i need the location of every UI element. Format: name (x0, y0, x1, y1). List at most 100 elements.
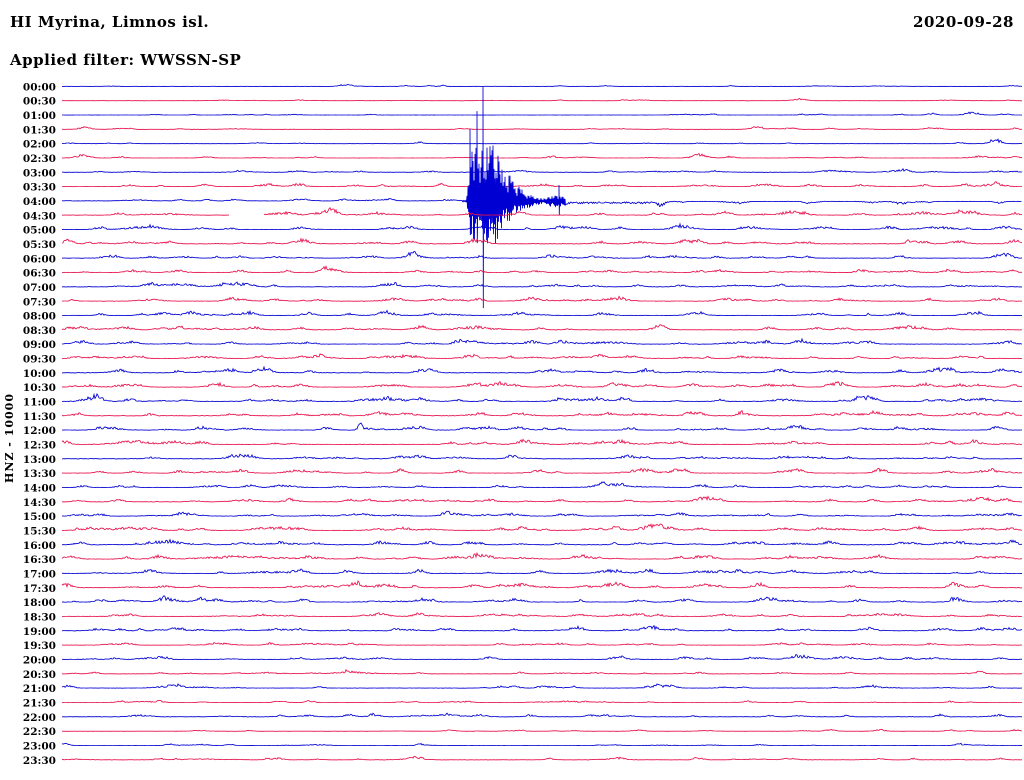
trace-row-11:00 (61, 392, 1022, 403)
trace-row-21:30 (61, 699, 1022, 704)
filter-label: Applied filter: WWSSN-SP (10, 51, 242, 69)
time-label-12:00: 12:00 (23, 425, 56, 437)
time-label-20:30: 20:30 (23, 669, 56, 681)
time-label-21:00: 21:00 (23, 683, 56, 695)
trace-row-04:30 (61, 206, 1023, 216)
trace-row-03:30 (62, 181, 1023, 188)
time-label-13:30: 13:30 (23, 468, 56, 480)
time-label-05:00: 05:00 (23, 225, 56, 237)
trace-row-07:00 (61, 281, 1022, 288)
trace-row-02:00 (62, 138, 1023, 145)
trace-row-18:00 (61, 595, 1023, 603)
time-label-06:00: 06:00 (23, 253, 56, 265)
time-label-16:00: 16:00 (23, 540, 56, 552)
trace-row-14:30 (61, 495, 1023, 503)
trace-row-04:00 (61, 87, 1022, 309)
time-label-20:00: 20:00 (23, 655, 56, 667)
time-label-08:30: 08:30 (23, 325, 56, 337)
trace-row-09:00 (61, 337, 1023, 345)
trace-row-22:30 (62, 728, 1023, 732)
trace-row-20:30 (61, 668, 1022, 675)
time-label-13:00: 13:00 (23, 454, 56, 466)
date-label: 2020-09-28 (913, 13, 1014, 31)
seismogram-traces (61, 83, 1023, 761)
time-label-10:00: 10:00 (23, 368, 56, 380)
time-label-00:00: 00:00 (23, 81, 56, 93)
trace-row-11:30 (61, 409, 1023, 417)
trace-row-12:00 (61, 422, 1023, 431)
trace-row-08:00 (62, 309, 1022, 317)
trace-row-03:00 (61, 167, 1023, 173)
trace-row-23:00 (61, 742, 1023, 747)
time-label-16:30: 16:30 (23, 554, 56, 566)
trace-row-10:30 (61, 380, 1023, 388)
trace-row-02:30 (62, 153, 1023, 159)
time-label-03:00: 03:00 (23, 167, 56, 179)
time-labels: 00:00 00:30 01:00 01:30 02:00 02:30 03:00 03:30… (23, 81, 56, 767)
trace-row-17:00 (61, 568, 1022, 575)
trace-row-23:30 (61, 755, 1023, 761)
time-label-07:30: 07:30 (23, 296, 56, 308)
time-label-23:30: 23:30 (23, 755, 56, 767)
trace-row-15:00 (61, 510, 1022, 517)
time-label-18:00: 18:00 (23, 597, 56, 609)
trace-row-05:00 (62, 222, 1023, 231)
trace-row-22:00 (62, 712, 1023, 718)
time-label-11:00: 11:00 (23, 397, 56, 409)
time-label-09:00: 09:00 (23, 339, 56, 351)
trace-row-09:30 (61, 353, 1023, 360)
time-label-22:30: 22:30 (23, 726, 56, 738)
time-label-02:00: 02:00 (23, 139, 56, 151)
time-label-22:00: 22:00 (23, 712, 56, 724)
trace-row-05:30 (61, 237, 1023, 245)
time-label-14:00: 14:00 (23, 483, 56, 495)
time-label-04:30: 04:30 (23, 210, 56, 222)
trace-row-06:00 (61, 251, 1023, 259)
trace-row-13:00 (61, 453, 1023, 460)
trace-row-18:30 (61, 612, 1023, 618)
time-label-15:30: 15:30 (23, 526, 56, 538)
trace-row-14:00 (61, 481, 1022, 489)
trace-row-10:00 (62, 365, 1023, 374)
station-title: HI Myrina, Limnos isl. (10, 13, 210, 31)
time-label-04:00: 04:00 (23, 196, 56, 208)
trace-row-06:30 (61, 265, 1023, 274)
trace-row-19:30 (61, 642, 1023, 646)
trace-row-20:00 (61, 654, 1023, 660)
trace-row-19:00 (61, 624, 1023, 632)
trace-row-00:30 (62, 98, 1023, 102)
time-label-23:00: 23:00 (23, 741, 56, 753)
trace-row-07:30 (61, 295, 1023, 302)
time-label-05:30: 05:30 (23, 239, 56, 251)
time-label-17:00: 17:00 (23, 569, 56, 581)
time-label-07:00: 07:00 (23, 282, 56, 294)
trace-row-21:00 (61, 683, 1023, 689)
trace-row-01:30 (62, 126, 1022, 130)
time-label-15:00: 15:00 (23, 511, 56, 523)
trace-row-01:00 (61, 111, 1023, 116)
trace-row-00:00 (62, 83, 1023, 87)
time-label-19:30: 19:30 (23, 640, 56, 652)
time-label-08:00: 08:00 (23, 311, 56, 323)
time-label-21:30: 21:30 (23, 698, 56, 710)
time-label-01:00: 01:00 (23, 110, 56, 122)
trace-row-12:30 (61, 438, 1023, 446)
time-label-02:30: 02:30 (23, 153, 56, 165)
time-label-17:30: 17:30 (23, 583, 56, 595)
time-label-18:30: 18:30 (23, 612, 56, 624)
trace-row-16:00 (61, 538, 1022, 546)
time-label-06:30: 06:30 (23, 268, 56, 280)
trace-row-08:30 (61, 324, 1023, 331)
time-label-00:30: 00:30 (23, 96, 56, 108)
time-label-11:30: 11:30 (23, 411, 56, 423)
time-label-10:30: 10:30 (23, 382, 56, 394)
time-label-09:30: 09:30 (23, 354, 56, 366)
trace-row-16:30 (61, 551, 1023, 560)
time-label-14:30: 14:30 (23, 497, 56, 509)
time-label-01:30: 01:30 (23, 124, 56, 136)
time-label-12:30: 12:30 (23, 440, 56, 452)
trace-row-13:30 (62, 467, 1022, 474)
time-label-19:00: 19:00 (23, 626, 56, 638)
